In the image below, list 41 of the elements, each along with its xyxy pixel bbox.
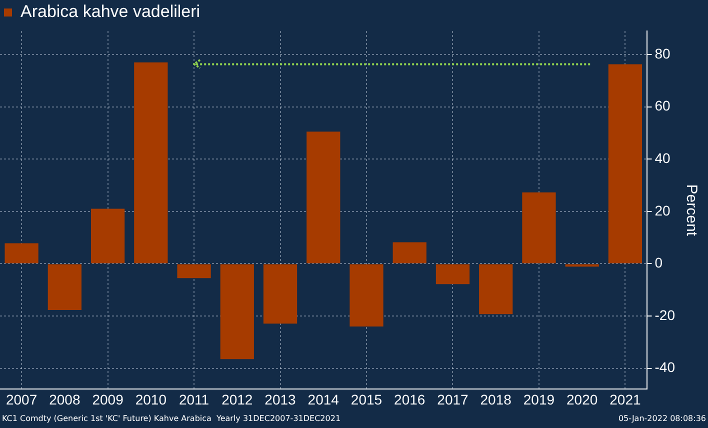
bar	[522, 192, 556, 264]
x-tick-label: 2010	[135, 391, 167, 408]
y-axis-title: Percent	[682, 184, 700, 237]
y-tick-label: 40	[654, 150, 671, 166]
bar	[4, 243, 38, 264]
bar	[392, 242, 426, 264]
y-tick-label: 0	[654, 254, 663, 271]
x-tick-label: 2011	[178, 391, 210, 408]
text: KC1 Comdty (Generic 1st 'KC' Future) Kahve Arabica Yearly 31DEC2007-31DEC2021	[2, 414, 341, 425]
x-tick-label: 2013	[264, 391, 296, 408]
text: 05-Jan-2022 08:08:36	[618, 414, 706, 425]
x-tick-label: 2021	[610, 391, 641, 408]
x-tick-label: 2007	[6, 391, 38, 408]
legend-label: Arabica kahve vadelileri	[20, 2, 200, 22]
bar	[350, 264, 384, 326]
x-tick-label: 2018	[480, 391, 512, 408]
bar	[220, 264, 254, 360]
x-tick-label: 2019	[523, 391, 555, 408]
bar	[134, 62, 168, 264]
bar	[436, 264, 470, 284]
y-tick-label: 80	[654, 45, 671, 62]
bar	[306, 132, 340, 264]
x-tick-label: 2017	[437, 391, 469, 408]
x-tick-label: 2008	[49, 391, 80, 408]
x-tick-label: 2012	[222, 391, 253, 408]
bar	[177, 264, 211, 278]
bar	[263, 264, 298, 324]
bar	[565, 264, 599, 267]
x-tick-label: 2020	[566, 391, 598, 408]
y-tick-label: 60	[654, 98, 671, 114]
x-tick-label: 2015	[350, 391, 382, 408]
x-tick-label: 2014	[308, 391, 340, 408]
bar	[608, 64, 642, 264]
y-tick-label: -20	[654, 306, 676, 323]
bar	[90, 208, 125, 264]
x-tick-label: 2016	[394, 391, 426, 408]
y-tick-label: -40	[654, 359, 676, 376]
y-tick-label: 20	[654, 202, 671, 218]
bar	[48, 264, 82, 310]
bar	[479, 264, 513, 314]
x-tick-label: 2009	[92, 391, 124, 408]
